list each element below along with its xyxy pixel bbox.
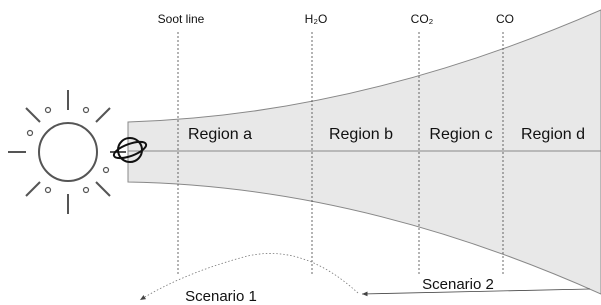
region-label: Region c: [429, 126, 492, 143]
region-label: Region d: [521, 126, 585, 143]
sun: [8, 90, 126, 214]
scenario-label: Scenario 2: [422, 276, 494, 293]
marker-label: H₂O: [305, 12, 328, 26]
page: {"diagram": { "markers": ["Soot line", "…: [0, 0, 601, 305]
marker-label: CO: [496, 12, 514, 26]
region-label: Region b: [329, 126, 393, 143]
region-label: Region a: [188, 126, 252, 143]
diagram: Soot line H₂O CO₂ CO Region a Region b R…: [0, 0, 601, 305]
disk: [128, 10, 601, 294]
marker-label: CO₂: [411, 12, 434, 26]
marker-label: Soot line: [158, 12, 205, 26]
scenario-label: Scenario 1: [185, 288, 257, 305]
